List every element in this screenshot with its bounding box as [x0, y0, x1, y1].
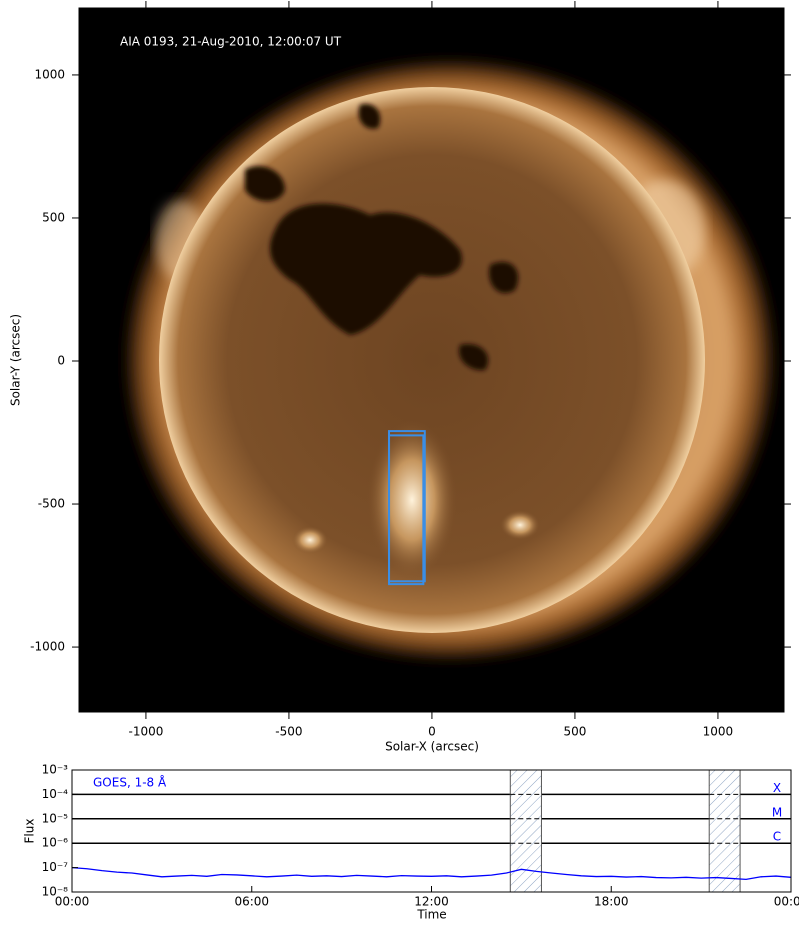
active-region	[292, 526, 328, 554]
x-tick-label: -1000	[128, 725, 163, 739]
class-label: M	[772, 805, 782, 819]
series-line	[71, 866, 792, 881]
y-axis-title: Solar-Y (arcsec)	[9, 314, 23, 406]
legend-label: GOES, 1-8 Å	[93, 775, 167, 790]
class-label: C	[773, 830, 781, 844]
y-tick-label: 10⁻⁸	[42, 885, 69, 899]
plot-background	[72, 770, 791, 892]
y-axis-title: Flux	[23, 819, 37, 844]
x-tick-label: 500	[563, 725, 586, 739]
region-box	[388, 434, 425, 586]
coronal-holes	[245, 104, 519, 371]
x-tick-label: 00:00	[55, 895, 90, 909]
x-axis-title: Time	[416, 908, 446, 922]
x-tick-label: -500	[275, 725, 302, 739]
highlight-range	[708, 769, 741, 893]
y-tick-label: -1000	[30, 640, 65, 654]
y-tick-label: 10⁻⁵	[42, 811, 69, 825]
x-tick-label: 1000	[703, 725, 734, 739]
x-axis-title: Solar-X (arcsec)	[385, 740, 479, 754]
active-region	[367, 420, 457, 580]
y-tick-label: 10⁻³	[42, 763, 69, 777]
active-region	[500, 510, 540, 540]
solar-image	[79, 8, 784, 712]
x-tick-label: 06:00	[234, 895, 269, 909]
x-tick-label: 12:00	[414, 895, 449, 909]
class-label: X	[773, 781, 781, 795]
y-tick-label: 500	[42, 210, 65, 224]
y-tick-label: 10⁻⁷	[42, 860, 69, 874]
y-tick-label: 10⁻⁶	[42, 836, 69, 850]
image-annotation: AIA 0193, 21-Aug-2010, 12:00:07 UT	[120, 35, 342, 49]
x-tick-label: 00:00	[774, 895, 799, 909]
highlight-range	[509, 769, 542, 893]
x-tick-label: 0	[428, 725, 436, 739]
x-tick-label: 18:00	[594, 895, 629, 909]
y-tick-label: 1000	[34, 67, 65, 81]
y-tick-label: 0	[57, 354, 65, 368]
y-tick-label: 10⁻⁴	[42, 787, 69, 801]
y-tick-label: -500	[38, 497, 65, 511]
